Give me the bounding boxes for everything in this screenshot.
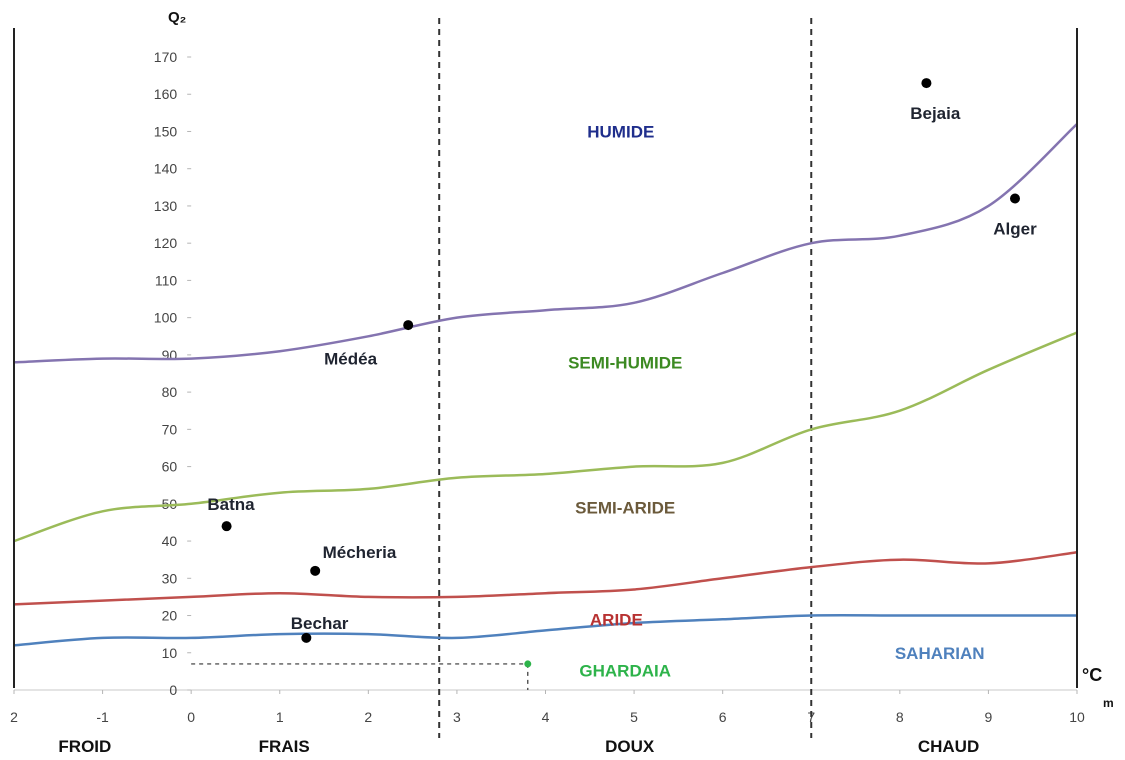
temperature-zone-labels: FROID FRAIS DOUX CHAUD xyxy=(58,737,979,756)
station-label: Médéa xyxy=(324,350,377,369)
station-point xyxy=(921,78,932,89)
x-tick-label: -1 xyxy=(96,709,109,725)
x-tick-label: 8 xyxy=(896,709,904,725)
station-points: Bejaia Alger Médéa Batna Mécheria Bechar GHARD… xyxy=(207,78,1037,680)
station-point xyxy=(403,320,414,331)
x-tick-label: 2 xyxy=(364,709,372,725)
x-tick-label: 0 xyxy=(187,709,195,725)
axes: Q₂ °C m xyxy=(13,9,1114,710)
region-label: SEMI-ARIDE xyxy=(575,499,675,518)
station-label: GHARDAIA xyxy=(579,661,671,680)
y-tick-label: 100 xyxy=(154,310,178,326)
y-tick-label: 0 xyxy=(169,682,177,698)
y-tick-label: 160 xyxy=(154,86,178,102)
y-tick-label: 10 xyxy=(162,645,178,661)
temperature-zone-label: FROID xyxy=(58,737,111,756)
y-tick-label: 40 xyxy=(162,533,178,549)
station-point xyxy=(221,521,232,532)
zone-dividers xyxy=(438,18,813,738)
x-tick-label: 1 xyxy=(276,709,284,725)
region-label: HUMIDE xyxy=(587,122,654,141)
temperature-zone-label: DOUX xyxy=(605,737,655,756)
y-tick-label: 80 xyxy=(162,384,178,400)
y-ticks: 0 10 20 30 40 50 60 70 80 90 100 110 120 130 140 150 160… xyxy=(154,49,192,698)
x-axis-unit: °C xyxy=(1082,665,1102,685)
x-tick-label: 10 xyxy=(1069,709,1085,725)
y-tick-label: 50 xyxy=(162,496,178,512)
station-label: Bejaia xyxy=(910,104,961,123)
temperature-zone-label: CHAUD xyxy=(918,737,979,756)
y-tick-label: 140 xyxy=(154,161,178,177)
y-tick-label: 170 xyxy=(154,49,178,65)
ghardaia-guide-lines xyxy=(191,663,529,690)
station-point xyxy=(524,660,532,668)
x-tick-label: 5 xyxy=(630,709,638,725)
x-axis-unit-suffix: m xyxy=(1103,696,1114,710)
station-label: Alger xyxy=(993,219,1037,238)
series-lines xyxy=(13,123,1078,647)
station-label: Batna xyxy=(207,495,255,514)
y-tick-label: 130 xyxy=(154,198,178,214)
y-tick-label: 60 xyxy=(162,459,178,475)
region-label: SAHARIAN xyxy=(895,644,985,663)
series-line xyxy=(13,331,1078,543)
y-tick-label: 70 xyxy=(162,421,178,437)
region-labels: HUMIDE SEMI-HUMIDE SEMI-ARIDE ARIDE SAHARIAN xyxy=(568,122,984,662)
series-line xyxy=(13,550,1078,606)
region-label: SEMI-HUMIDE xyxy=(568,353,682,372)
y-tick-label: 90 xyxy=(162,347,178,363)
x-tick-label: 3 xyxy=(453,709,461,725)
x-tick-label: 6 xyxy=(719,709,727,725)
region-label: ARIDE xyxy=(590,610,643,629)
y-tick-label: 150 xyxy=(154,123,178,139)
y-axis-title: Q₂ xyxy=(168,9,186,26)
y-tick-label: 120 xyxy=(154,235,178,251)
series-line xyxy=(13,123,1078,364)
x-tick-label: 4 xyxy=(542,709,550,725)
y-tick-label: 110 xyxy=(155,272,178,288)
y-tick-label: 30 xyxy=(162,570,178,586)
station-point xyxy=(301,632,312,643)
x-ticks: 2-1012345678910 xyxy=(10,690,1085,725)
station-point xyxy=(1009,193,1020,204)
station-label: Mécheria xyxy=(323,543,397,562)
station-label: Bechar xyxy=(291,614,349,633)
station-point xyxy=(310,565,321,576)
temperature-zone-label: FRAIS xyxy=(259,737,310,756)
x-tick-label: 9 xyxy=(985,709,993,725)
y-tick-label: 20 xyxy=(162,608,178,624)
x-tick-label: 2 xyxy=(10,709,18,725)
series-line xyxy=(13,613,1077,647)
